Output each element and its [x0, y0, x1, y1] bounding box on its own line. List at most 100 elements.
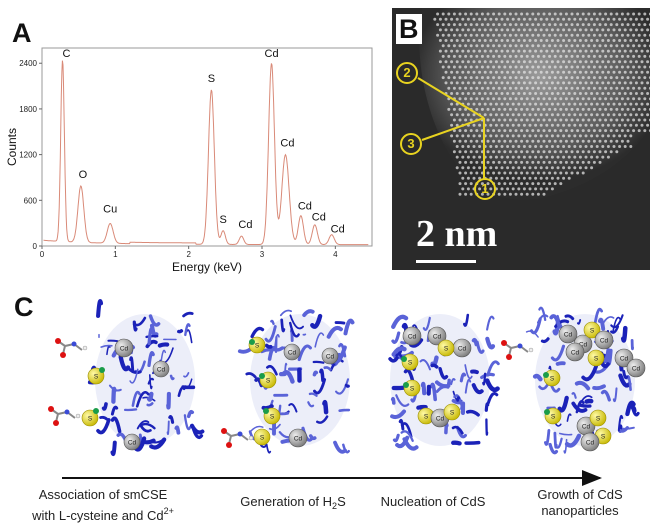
- nitrogen-atom: [517, 343, 523, 349]
- peak-label: Cd: [331, 224, 345, 236]
- y-axis-label: Counts: [5, 128, 19, 166]
- x-axis-label: Energy (keV): [172, 260, 242, 274]
- panel-label-b: B: [396, 14, 422, 44]
- l-cysteine-molecule: [48, 406, 81, 426]
- peak-label: S: [219, 214, 226, 226]
- sulfur-atom-label: S: [270, 414, 275, 421]
- y-tick-label: 0: [33, 242, 38, 251]
- stage-label-h2s-generation: Generation of H2S: [240, 494, 346, 511]
- nitrogen-atom: [64, 409, 70, 415]
- cadmium-atom-label: Cd: [586, 440, 595, 447]
- scale-bar: [416, 260, 476, 263]
- peak-label: Cd: [280, 138, 294, 150]
- cadmium-atom: [427, 326, 447, 346]
- x-tick-label: 3: [260, 250, 265, 259]
- cadmium-atom: [321, 347, 339, 365]
- nitrogen-atom: [237, 431, 243, 437]
- sulfur-atom-label: S: [590, 328, 595, 335]
- protein-structure: [87, 299, 205, 456]
- oxygen-atom: [506, 354, 512, 360]
- stage-label-association: Association of smCSE with L-cysteine and…: [32, 487, 174, 523]
- oxygen-atom: [221, 428, 227, 434]
- sulfur-atom-label: S: [94, 374, 99, 381]
- cadmium-atom: [626, 358, 646, 378]
- sulfur-atom-label: S: [596, 416, 601, 423]
- edx-spectrum-panel: 0 600 1200 1800 2400 0 1 2 3 4 Energy (keV) Counts C…: [0, 0, 380, 275]
- sulfur-atom-label: S: [255, 343, 260, 350]
- sulfur-atom-label: S: [550, 376, 555, 383]
- sulfur-atom-label: S: [601, 434, 606, 441]
- cadmium-atom-label: Cd: [433, 334, 442, 341]
- peak-label: Cd: [312, 212, 326, 224]
- peak-label: C: [63, 48, 71, 60]
- site-marker-1: 1: [474, 178, 496, 200]
- sulfur-atom: [443, 403, 461, 421]
- site-marker-3: 3: [400, 133, 422, 155]
- sulfur-atom: [253, 428, 271, 446]
- cadmium-atom-label: Cd: [326, 354, 335, 361]
- cadmium-atom: [594, 330, 614, 350]
- sulfur-atom-label: S: [551, 414, 556, 421]
- cadmium-atom-label: Cd: [408, 334, 417, 341]
- cadmium-atom: [565, 342, 585, 362]
- nitrogen-atom: [71, 341, 77, 347]
- peak-label: Cd: [238, 219, 252, 231]
- peak-label: Cd: [298, 201, 312, 213]
- cadmium-atom-label: Cd: [157, 367, 166, 374]
- sulfur-atom: [589, 409, 607, 427]
- cadmium-atom: [614, 348, 634, 368]
- guide-line-2: [417, 77, 485, 119]
- oxygen-atom: [48, 406, 54, 412]
- peak-label: O: [79, 169, 88, 181]
- cadmium-atom-label: Cd: [128, 440, 137, 447]
- mechanism-schematic-panel: Cd S Cd S Cd S Cd Cd S S S Cd Cd Cd Cd S S S S Cd S Cd Cd S Cd Cd…: [0, 290, 655, 525]
- plot-frame: [41, 47, 373, 247]
- stage-label-growth: Growth of CdS nanoparticles: [537, 487, 623, 518]
- edx-spectrum-chart: 0 600 1200 1800 2400 0 1 2 3 4 Energy (keV) Counts C…: [5, 47, 373, 274]
- cadmium-atom-label: Cd: [294, 436, 303, 443]
- y-tick-label: 600: [24, 196, 38, 205]
- sulfur-atom-label: S: [260, 435, 265, 442]
- sulfur-atom: [81, 409, 99, 427]
- l-cysteine-molecule: [221, 428, 254, 448]
- l-cysteine-molecule: [55, 338, 88, 358]
- cadmium-atom: [283, 343, 301, 361]
- sulfur-atom: [583, 321, 601, 339]
- sulfur-atom-label: S: [88, 416, 93, 423]
- sulfur-atom-label: S: [424, 414, 429, 421]
- cadmium-atom-label: Cd: [288, 350, 297, 357]
- cadmium-atom-label: Cd: [600, 338, 609, 345]
- cadmium-atom-label: Cd: [620, 356, 629, 363]
- oxygen-atom: [60, 352, 66, 358]
- oxygen-atom: [226, 442, 232, 448]
- cadmium-atom: [152, 360, 170, 378]
- cadmium-atom: [402, 326, 422, 346]
- panel-label-a: A: [12, 18, 32, 48]
- sulfur-atom: [437, 339, 455, 357]
- cadmium-atom-label: Cd: [564, 332, 573, 339]
- scale-bar-label: 2 nm: [416, 213, 498, 255]
- oxygen-atom: [55, 338, 61, 344]
- x-tick-label: 1: [113, 250, 118, 259]
- hrtem-image-panel: 1 2 3 2 nm: [392, 8, 650, 270]
- cadmium-atom-label: Cd: [582, 424, 591, 431]
- site-marker-2: 2: [396, 62, 418, 84]
- cadmium-atom: [114, 338, 134, 358]
- oxygen-atom: [501, 340, 507, 346]
- y-tick-label: 2400: [19, 59, 37, 68]
- panel-label-c: C: [14, 292, 34, 322]
- x-tick-label: 2: [186, 250, 191, 259]
- peak-label: Cd: [265, 48, 279, 60]
- cadmium-atom-label: Cd: [458, 346, 467, 353]
- cadmium-atom-label: Cd: [571, 350, 580, 357]
- sulfur-atom-label: S: [594, 356, 599, 363]
- sulfur-atom-label: S: [408, 360, 413, 367]
- cadmium-atom-label: Cd: [579, 342, 588, 349]
- y-tick-label: 1200: [19, 151, 37, 160]
- stage-label-nucleation: Nucleation of CdS: [380, 494, 486, 509]
- peak-label: S: [208, 73, 215, 85]
- hrtem-lattice-image: [392, 8, 650, 270]
- cadmium-atom-label: Cd: [120, 346, 129, 353]
- l-cysteine-molecule: [501, 340, 534, 360]
- peak-label: Cu: [103, 204, 117, 216]
